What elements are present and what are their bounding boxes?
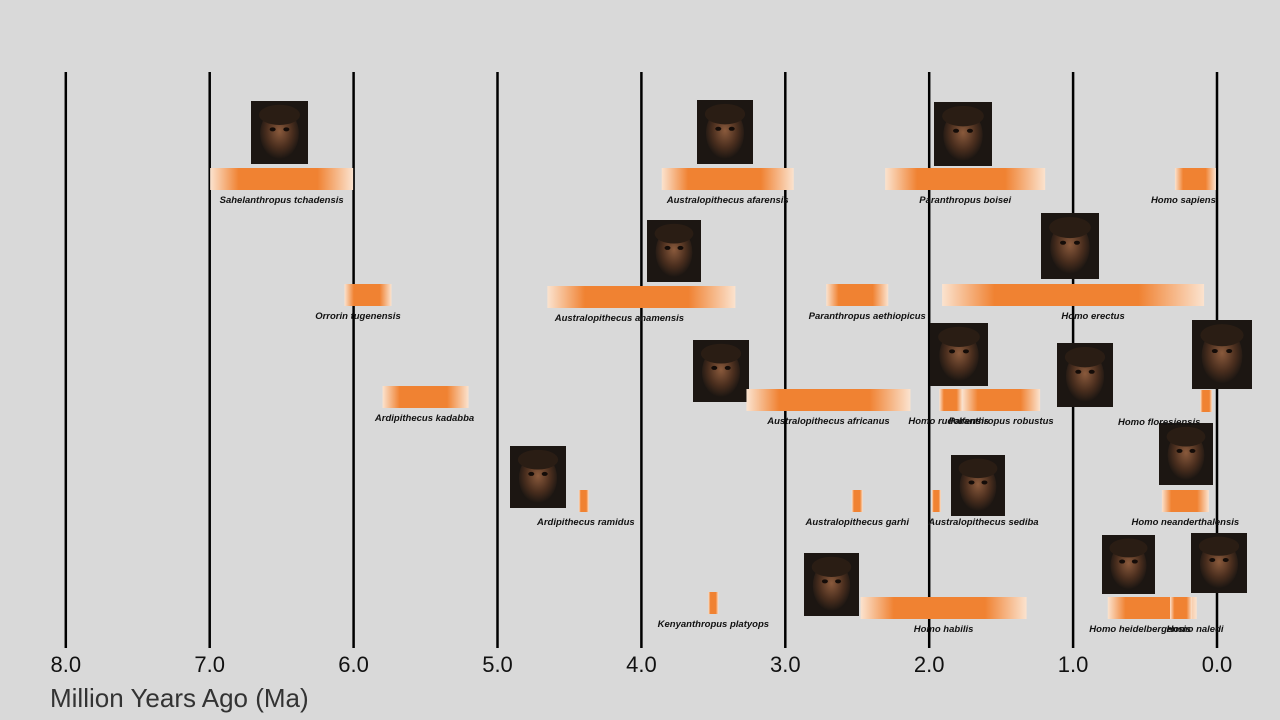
species-bar	[939, 389, 963, 411]
species-bar	[1174, 168, 1216, 190]
x-axis-title: Million Years Ago (Ma)	[50, 683, 309, 713]
x-tick-label: 2.0	[914, 652, 945, 677]
hominin-portrait-image	[930, 323, 988, 386]
species-bar	[942, 284, 1205, 306]
species-label: Australopithecus garhi	[805, 517, 910, 528]
species-bar	[860, 597, 1027, 619]
x-tick-label: 6.0	[338, 652, 369, 677]
x-tick-label: 0.0	[1202, 652, 1233, 677]
species-bar	[826, 284, 889, 306]
species-label: Homo floresiensis	[1118, 417, 1200, 428]
hominin-portrait-image	[1191, 533, 1247, 593]
species-label: Homo heidelbergensis	[1089, 624, 1191, 635]
species-bar	[885, 168, 1046, 190]
species-label: Paranthropus boisei	[919, 195, 1011, 206]
species-bar	[931, 490, 941, 512]
species-label: Homo sapiens	[1151, 195, 1216, 206]
species-bar	[851, 490, 863, 512]
species-label: Homo neanderthalensis	[1131, 517, 1239, 528]
species-label: Australopithecus sediba	[927, 517, 1038, 528]
hominin-portrait-image	[251, 101, 308, 164]
species-label: Kenyanthropus platyops	[658, 619, 769, 630]
species-bar	[1200, 390, 1213, 412]
species-label: Ardipithecus kadabba	[374, 413, 474, 424]
species-labels: Sahelanthropus tchadensis Australopithecu…	[220, 195, 1240, 635]
species-bar	[661, 168, 794, 190]
species-label: Ardipithecus ramidus	[536, 517, 635, 528]
species-bars	[210, 168, 1216, 619]
gridlines	[64, 72, 1219, 648]
species-bar	[547, 286, 736, 308]
species-bar	[578, 490, 589, 512]
hominin-portrait-image	[510, 446, 566, 508]
species-bar	[210, 168, 354, 190]
hominin-portrait-image	[934, 102, 992, 166]
species-label: Orrorin tugenensis	[315, 311, 401, 322]
species-bar	[746, 389, 911, 411]
species-label: Australopithecus africanus	[766, 416, 889, 427]
x-tick-label: 7.0	[194, 652, 225, 677]
species-label: Homo erectus	[1061, 311, 1124, 322]
hominin-portrait-image	[1041, 213, 1099, 279]
x-tick-label: 5.0	[482, 652, 513, 677]
hominin-portrait-image	[1102, 535, 1155, 594]
hominin-portrait-image	[1159, 423, 1213, 485]
x-tick-label: 3.0	[770, 652, 801, 677]
hominin-portrait-image	[1057, 343, 1113, 407]
hominin-portrait-image	[697, 100, 753, 164]
hominin-portrait-image	[693, 340, 749, 402]
x-tick-label: 1.0	[1058, 652, 1089, 677]
x-tick-labels: 8.0 7.0 6.0 5.0 4.0 3.0 2.0 1.0 0.0	[51, 652, 1233, 677]
species-label: Australopithecus anamensis	[554, 313, 684, 324]
x-tick-label: 4.0	[626, 652, 657, 677]
species-bar	[344, 284, 392, 306]
portraits	[251, 100, 1252, 616]
species-bar	[1170, 597, 1193, 619]
species-bar	[382, 386, 469, 408]
species-label: Australopithecus afarensis	[666, 195, 789, 206]
hominin-portrait-image	[647, 220, 701, 282]
species-label: Homo habilis	[914, 624, 974, 635]
species-label: Sahelanthropus tchadensis	[220, 195, 344, 206]
x-tick-label: 8.0	[51, 652, 82, 677]
hominin-portrait-image	[951, 455, 1005, 516]
species-label: Paranthropus robustus	[949, 416, 1054, 427]
species-label: Paranthropus aethiopicus	[809, 311, 926, 322]
hominin-portrait-image	[804, 553, 859, 616]
species-label: Homo naledi	[1167, 624, 1224, 635]
species-bar	[1161, 490, 1209, 512]
species-bar	[962, 389, 1041, 411]
hominin-portrait-image	[1192, 320, 1252, 389]
species-bar	[708, 592, 719, 614]
species-label: Homo rudolfensis	[908, 416, 989, 427]
